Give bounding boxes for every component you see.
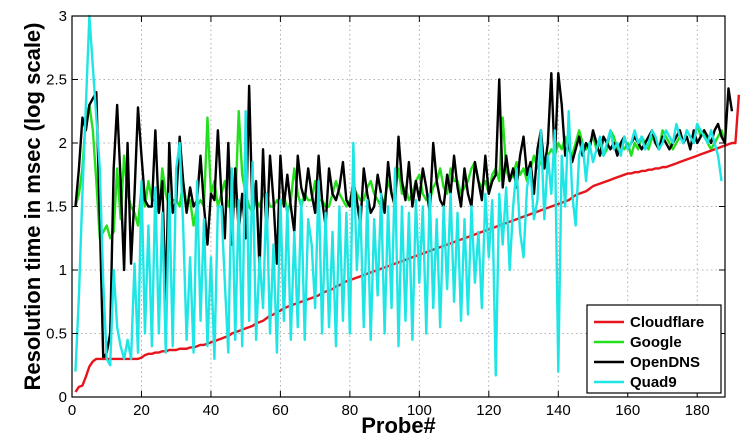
y-axis-title: Resolution time in msec (log scale) bbox=[20, 23, 45, 391]
legend-label-cloudflare: Cloudflare bbox=[630, 314, 704, 331]
x-tick-label: 0 bbox=[68, 402, 76, 419]
x-tick-label: 180 bbox=[685, 402, 710, 419]
legend-label-quad9: Quad9 bbox=[630, 374, 677, 391]
legend-label-google: Google bbox=[630, 334, 682, 351]
y-tick-label: 3 bbox=[59, 8, 67, 25]
x-tick-label: 140 bbox=[546, 402, 571, 419]
legend: Cloudflare Google OpenDNS Quad9 bbox=[586, 304, 722, 394]
legend-box bbox=[586, 304, 722, 394]
x-tick-label: 80 bbox=[342, 402, 359, 419]
y-tick-label: 1 bbox=[59, 262, 67, 279]
x-axis-title: Probe# bbox=[361, 413, 436, 438]
y-tick-label: 0 bbox=[59, 389, 67, 406]
y-tick-label: 2 bbox=[59, 135, 67, 152]
x-tick-label: 60 bbox=[272, 402, 289, 419]
x-tick-label: 120 bbox=[476, 402, 501, 419]
x-tick-label: 160 bbox=[615, 402, 640, 419]
legend-label-opendns: OpenDNS bbox=[630, 354, 700, 371]
x-tick-label: 20 bbox=[133, 402, 150, 419]
series-lines bbox=[74, 14, 741, 393]
y-tick-label: 1.5 bbox=[46, 199, 67, 216]
y-tick-label: 0.5 bbox=[46, 326, 67, 343]
y-tick-label: 2.5 bbox=[46, 72, 67, 89]
axis-ticks: 0 20 40 60 80 100 120 140 160 180 0 0.5 1 1.5 2 2.5 3 bbox=[46, 8, 725, 419]
x-tick-label: 40 bbox=[203, 402, 220, 419]
series-line-quad9 bbox=[74, 14, 723, 377]
x-tick-label: 100 bbox=[407, 402, 432, 419]
